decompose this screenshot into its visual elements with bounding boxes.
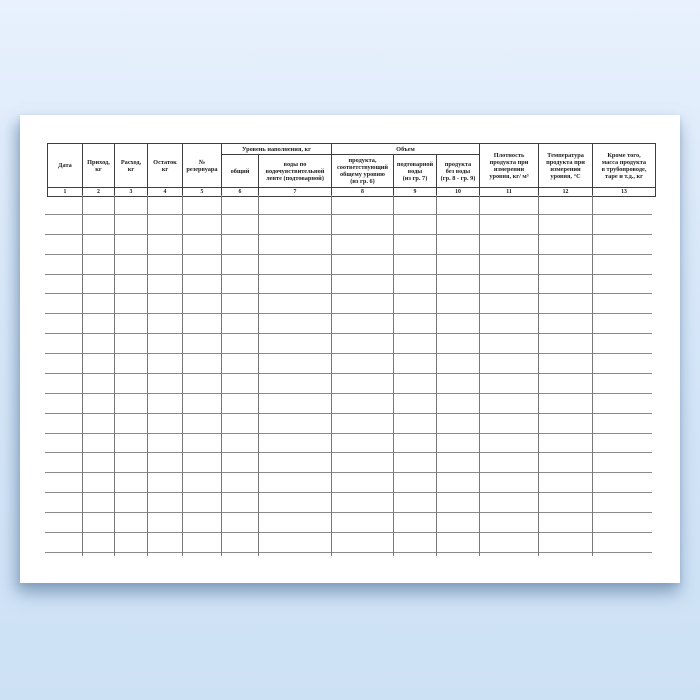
col-number: 3	[115, 188, 148, 196]
group-header-fill-level: Уровень наполнения, кг	[222, 144, 332, 155]
col-header-tank-number: № резервуара	[183, 144, 222, 188]
col-header-date: Дата	[48, 144, 83, 188]
table-row	[45, 374, 652, 394]
table-row	[45, 235, 652, 255]
col-header-income: Приход, кг	[83, 144, 115, 188]
group-header-volume: Объем	[332, 144, 480, 155]
table-row	[45, 473, 652, 494]
table-row	[45, 493, 652, 513]
col-number: 12	[539, 188, 593, 196]
col-number: 5	[183, 188, 222, 196]
col-number: 2	[83, 188, 115, 196]
col-header-volume-water: подтоварной воды (из гр. 7)	[394, 155, 437, 188]
table-row	[45, 354, 652, 374]
table-row	[45, 195, 652, 215]
col-number: 13	[621, 188, 627, 195]
col-number: 6	[222, 188, 259, 196]
col-number: 4	[148, 188, 183, 196]
table-row	[45, 513, 652, 533]
col-header-level-total: общий	[222, 155, 259, 188]
col-header-density: Плотность продукта при измерении уровня,…	[480, 144, 539, 188]
col-header-level-water: воды по водочувствительной ленте (подтов…	[259, 155, 332, 188]
col-number: 11	[480, 188, 539, 196]
col-number: 1	[48, 188, 83, 196]
col-header-remainder: Остаток кг	[148, 144, 183, 188]
table-row	[45, 453, 652, 474]
col-number: 10	[437, 188, 480, 196]
table-row	[45, 334, 652, 354]
col-header-volume-product-dry: продукта без воды (гр. 8 - гр. 9)	[437, 155, 480, 188]
table-row	[45, 314, 652, 335]
table-body-rows	[45, 195, 652, 553]
col-header-volume-product: продукта, соответствующий общему уровню …	[332, 155, 394, 188]
table-row	[45, 294, 652, 315]
col-number: 9	[394, 188, 437, 196]
table-row	[45, 275, 652, 295]
col-number: 7	[259, 188, 332, 196]
col-header-expense: Расход, кг	[115, 144, 148, 188]
table-row	[45, 414, 652, 434]
journal-sheet: Дата Приход, кг Расход, кг Остаток кг № …	[20, 115, 680, 583]
table-row	[45, 255, 652, 275]
table-row	[45, 215, 652, 235]
table-row	[45, 434, 652, 454]
col-header-temperature: Температура продукта при измерении уровн…	[539, 144, 593, 188]
table-row	[45, 533, 652, 553]
table-header: Дата Приход, кг Расход, кг Остаток кг № …	[47, 143, 656, 197]
col-number: 8	[332, 188, 394, 196]
col-header-additional-mass: Кроме того, масса продукта в трубопровод…	[593, 144, 655, 188]
table-row	[45, 394, 652, 414]
